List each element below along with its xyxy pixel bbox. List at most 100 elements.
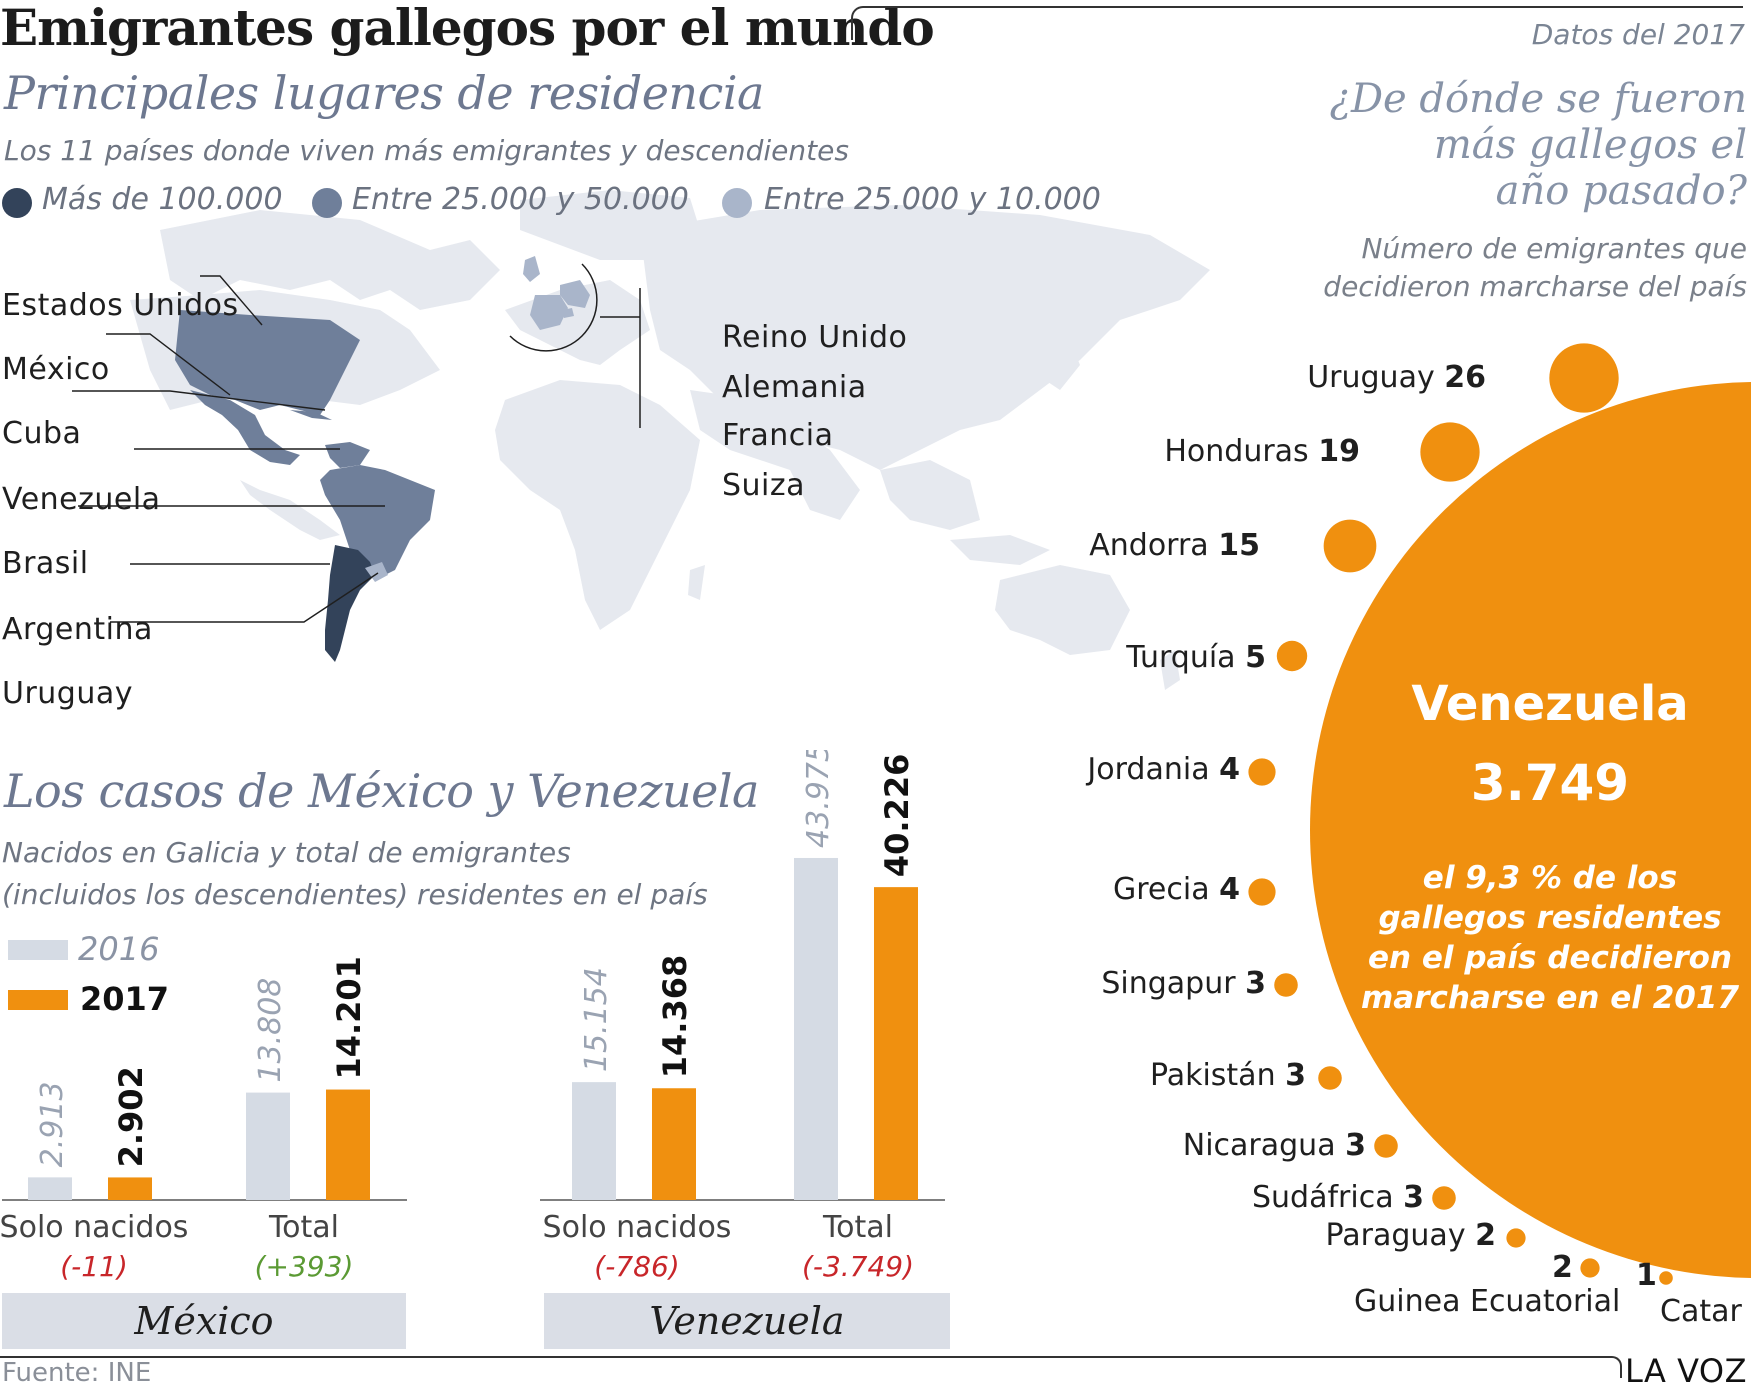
bubble-label-paraguay: Paraguay 2 <box>1326 1218 1496 1253</box>
bubble-country: Sudáfrica <box>1251 1180 1394 1215</box>
bubble-jordania <box>1248 758 1276 786</box>
map-mexico <box>190 390 300 465</box>
bubble-value: 5 <box>1245 640 1266 675</box>
bubble-singapur <box>1274 973 1298 997</box>
footer-source: Fuente: INE <box>2 1358 152 1388</box>
legend-dot-light <box>722 188 752 218</box>
map-argentina <box>325 545 375 662</box>
bubbles-chart <box>1248 343 1751 1285</box>
bubble-venezuela <box>1310 382 1751 1278</box>
legend-swatch-2017 <box>8 990 68 1010</box>
map-label-argentina: Argentina <box>2 612 153 647</box>
bubbles-subtitle: Número de emigrantes que decidieron marc… <box>1187 230 1747 306</box>
legend-label-mid: Entre 25.000 y 50.000 <box>352 182 689 217</box>
bar-venezuela-0-2017 <box>652 1088 696 1200</box>
bubbles-title-line3: año pasado? <box>1495 168 1747 214</box>
bubble-value-catar: 1 <box>1636 1258 1657 1293</box>
map-venezuela <box>325 442 370 468</box>
bubble-country: Uruguay <box>1307 360 1435 395</box>
bar-label-méxico-0-2016: 2.913 <box>35 1081 70 1167</box>
bubble-value: 3 <box>1403 1180 1424 1215</box>
mexico-cat-born: Solo nacidos <box>0 1210 189 1245</box>
bar-label-méxico-0-2017: 2.902 <box>112 1066 150 1167</box>
bubble-country: Grecia <box>1112 872 1210 907</box>
bubble-pakistán <box>1318 1066 1342 1090</box>
bubble-country: Andorra <box>1089 528 1209 563</box>
bubble-country: Pakistán <box>1149 1058 1276 1093</box>
map-label-mexico: México <box>2 352 110 387</box>
bubble-value: 3 <box>1345 1128 1366 1163</box>
bubble-honduras <box>1420 422 1480 482</box>
legend-label-dark: Más de 100.000 <box>42 182 283 217</box>
bubble-label-singapur: Singapur 3 <box>1101 966 1266 1001</box>
bubble-nicaragua <box>1374 1134 1398 1158</box>
bubble-label-andorra: Andorra 15 <box>1089 528 1260 563</box>
map-label-usa: Estados Unidos <box>2 288 239 323</box>
venezuela-highlight-note: el 9,3 % de los gallegos residentes en e… <box>1360 860 1740 1016</box>
bubble-country: Honduras <box>1164 434 1309 469</box>
bubble-value: 4 <box>1219 752 1240 787</box>
venezuela-cat-total: Total <box>822 1210 894 1245</box>
bubbles-title: ¿De dónde se fueron más gallegos el año … <box>1187 76 1747 214</box>
bubbles-title-line2: más gallegos el <box>1433 122 1747 168</box>
map-section-subtitle: Los 11 países donde viven más emigrantes… <box>4 134 849 167</box>
map-leader-lines <box>72 275 385 623</box>
venezuela-highlight-value: 3.749 <box>1470 754 1630 812</box>
bars-section-title: Los casos de México y Venezuela <box>4 764 759 818</box>
bubble-name-catar: Catar <box>1660 1294 1742 1329</box>
venezuela-country-box: Venezuela <box>544 1293 950 1349</box>
bubble-andorra <box>1323 519 1377 573</box>
map-uk <box>523 256 540 282</box>
mexico-diff-born: (-11) <box>60 1250 128 1283</box>
bubble-name-guinea-ecuatorial: Guinea Ecuatorial <box>1354 1284 1621 1319</box>
map-cuba <box>290 410 332 420</box>
bar-venezuela-0-2016 <box>572 1082 616 1200</box>
map-france <box>530 295 568 330</box>
data-year: Datos del 2017 <box>1531 18 1745 51</box>
venezuela-cat-born: Solo nacidos <box>542 1210 732 1245</box>
bars-section-subtitle-2: (incluidos los descendientes) residentes… <box>2 878 708 911</box>
mexico-cat-total: Total <box>268 1210 340 1245</box>
bubble-value: 26 <box>1444 360 1486 395</box>
bubble-label-grecia: Grecia 4 <box>1113 872 1240 907</box>
bubbles-subtitle-line2: decidieron marcharse del país <box>1323 270 1747 303</box>
bar-méxico-1-2017 <box>326 1089 370 1200</box>
bar-label-venezuela-0-2016: 15.154 <box>579 967 614 1072</box>
bar-label-venezuela-1-2017: 40.226 <box>878 754 916 877</box>
bubble-country: Jordania <box>1087 752 1210 787</box>
bubble-value: 3 <box>1245 966 1266 1001</box>
legend-dot-dark <box>2 188 32 218</box>
map-uruguay <box>365 562 388 582</box>
map-label-uk: Reino Unido <box>722 320 908 355</box>
bubble-value: 3 <box>1285 1058 1306 1093</box>
bubble-country: Nicaragua <box>1182 1128 1336 1163</box>
bubble-value-guinea-ecuatorial: 2 <box>1552 1250 1573 1285</box>
bubble-grecia <box>1248 878 1276 906</box>
map-label-venezuela: Venezuela <box>2 482 161 517</box>
header-rule <box>851 6 1743 40</box>
map-label-cuba: Cuba <box>2 416 82 451</box>
bubble-value: 15 <box>1218 528 1260 563</box>
map-label-france: Francia <box>722 418 834 453</box>
bubble-label-nicaragua: Nicaragua 3 <box>1183 1128 1366 1163</box>
bubble-sudáfrica <box>1432 1186 1456 1210</box>
legend-swatch-2016 <box>8 940 68 960</box>
bubble-value: 4 <box>1219 872 1240 907</box>
bubble-guinea-ecuatorial <box>1580 1258 1600 1278</box>
bars-section-subtitle-1: Nacidos en Galicia y total de emigrantes <box>2 836 571 869</box>
bar-label-méxico-1-2017: 14.201 <box>330 956 368 1079</box>
bubble-label-pakistán: Pakistán 3 <box>1150 1058 1306 1093</box>
map-brazil <box>320 465 435 580</box>
bubble-turquía <box>1276 640 1308 672</box>
legend-dot-mid <box>312 188 342 218</box>
venezuela-highlight-name: Venezuela <box>1411 676 1689 732</box>
map-label-brazil: Brasil <box>2 546 89 581</box>
bubble-label-turquía: Turquía 5 <box>1126 640 1266 675</box>
bubble-label-jordania: Jordania 4 <box>1087 752 1240 787</box>
bar-label-venezuela-1-2016: 43.975 <box>801 750 836 848</box>
bubble-catar <box>1659 1271 1673 1285</box>
bar-méxico-0-2017 <box>108 1177 152 1200</box>
footer-rule <box>0 1356 1622 1378</box>
map-label-germany: Alemania <box>722 370 867 405</box>
map-switzerland <box>562 308 574 318</box>
